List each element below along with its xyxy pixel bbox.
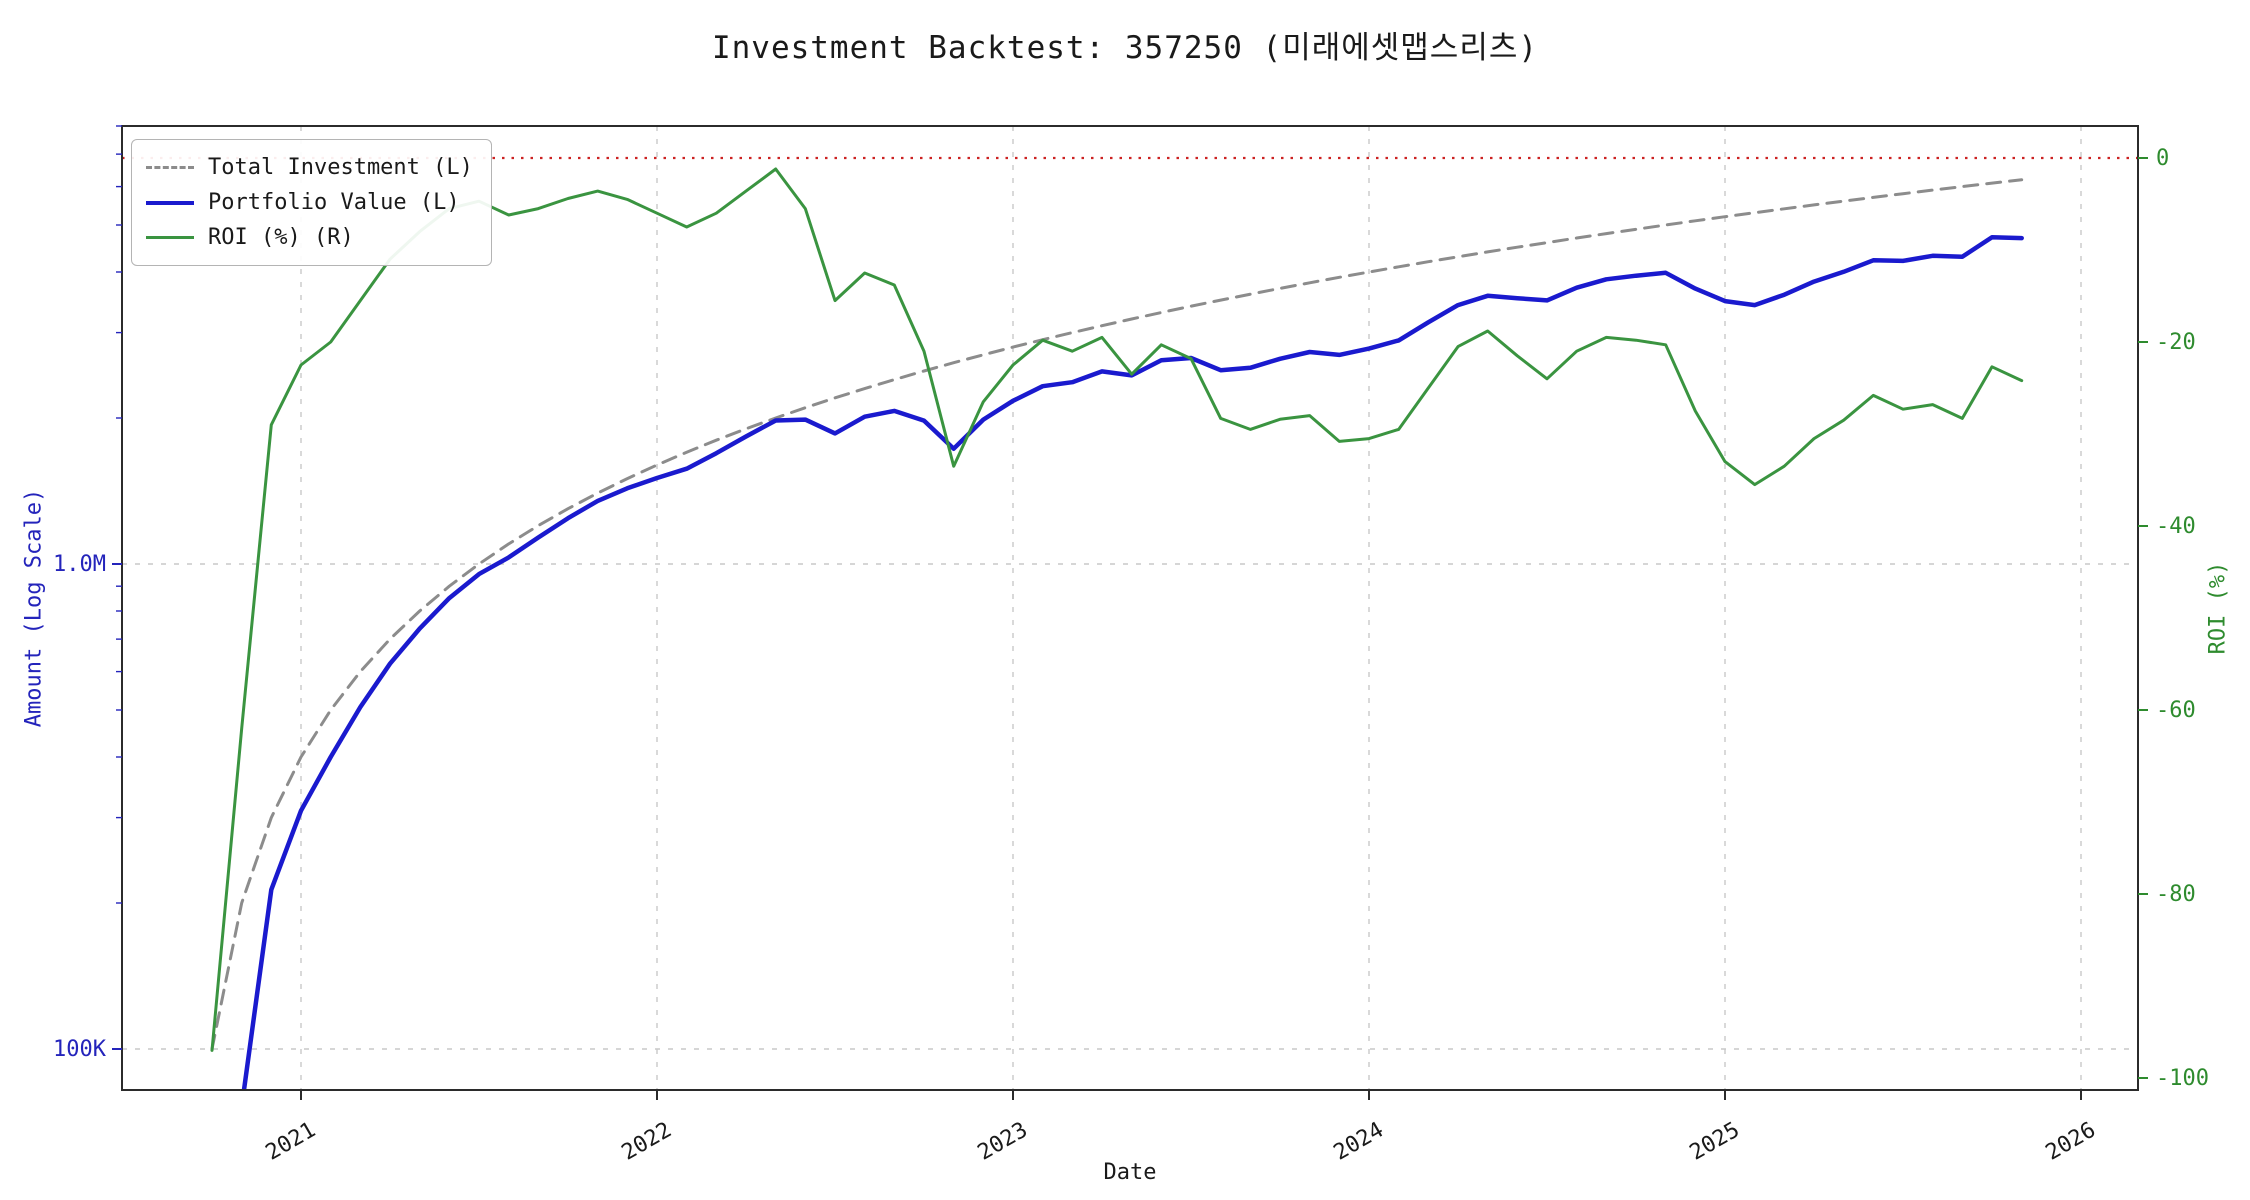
x-tick-label: 2026	[2042, 1118, 2100, 1166]
dashed-line-sample	[146, 166, 194, 169]
roi-r-line	[210, 167, 2024, 1052]
left-tick-label: 1.0M	[53, 552, 106, 577]
legend: Total Investment (L) Portfolio Value (L)…	[131, 139, 492, 266]
right-tick-label: -40	[2156, 514, 2196, 539]
right-tick-label: -80	[2156, 882, 2196, 907]
right-axis-label: ROI (%)	[2205, 561, 2231, 655]
total-investment-l-line	[210, 178, 2024, 1051]
left-axis-label: Amount (Log Scale)	[21, 488, 47, 728]
x-tick-label: 2023	[974, 1118, 1032, 1166]
legend-label: Portfolio Value (L)	[208, 190, 460, 215]
right-tick-label: -100	[2156, 1066, 2209, 1091]
portfolio-value-l-line	[241, 235, 2024, 1090]
left-tick-label: 100K	[53, 1037, 107, 1062]
right-tick-label: -20	[2156, 330, 2196, 355]
legend-item-roi: ROI (%) (R)	[146, 220, 473, 255]
x-tick-label: 2022	[618, 1118, 676, 1166]
solid-blue-line-sample	[146, 200, 194, 205]
right-tick-label: -60	[2156, 698, 2196, 723]
solid-green-line-sample	[146, 236, 194, 239]
x-tick-label: 2024	[1330, 1118, 1388, 1166]
chart-title: Investment Backtest: 357250 (미래에셋맵스리츠)	[711, 30, 1539, 66]
x-tick-label: 2021	[262, 1118, 320, 1166]
plot-border	[121, 125, 2139, 1091]
x-tick-label: 2025	[1686, 1118, 1744, 1166]
legend-item-portfolio-value: Portfolio Value (L)	[146, 185, 473, 220]
right-tick-label: 0	[2156, 146, 2169, 171]
x-axis-label: Date	[1103, 1160, 1157, 1185]
legend-label: ROI (%) (R)	[208, 225, 354, 250]
legend-label: Total Investment (L)	[208, 155, 473, 180]
legend-item-total-investment: Total Investment (L)	[146, 150, 473, 185]
